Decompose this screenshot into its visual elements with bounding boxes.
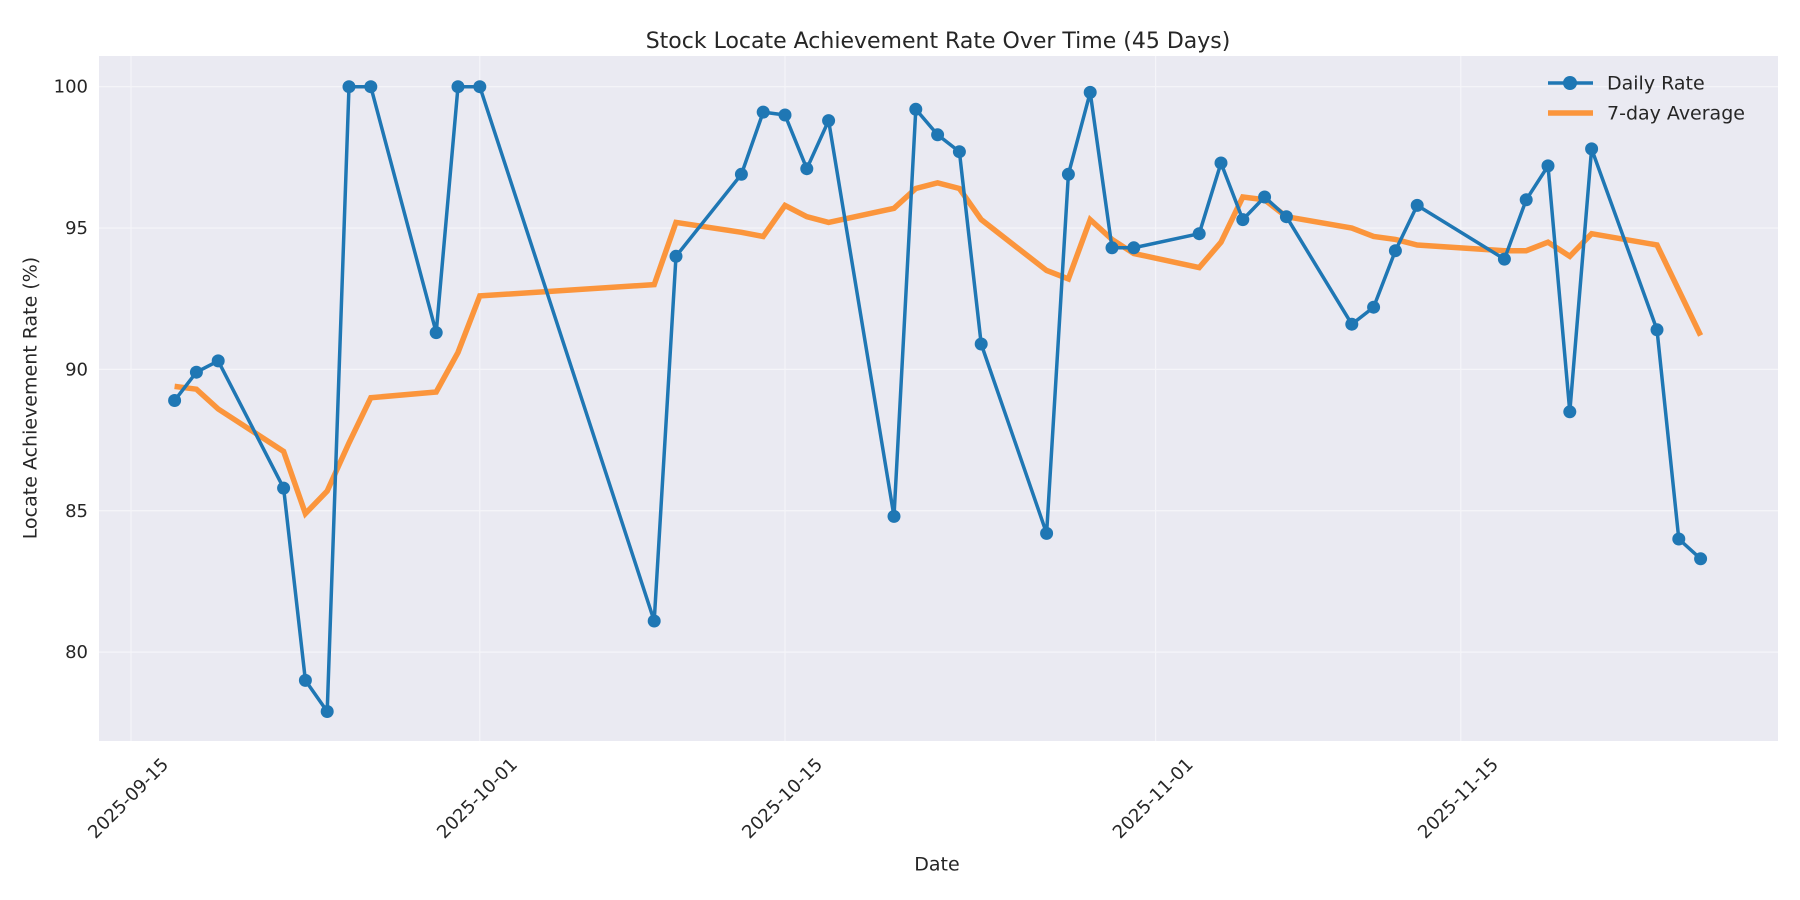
y-axis-ticks: 80 85 90 95 100 <box>54 77 88 663</box>
daily-rate-marker <box>429 326 443 340</box>
daily-rate-marker <box>1279 210 1293 224</box>
x-tick-label: 2025-11-15 <box>1414 754 1503 843</box>
daily-rate-marker <box>669 249 683 263</box>
daily-rate-marker <box>298 673 312 687</box>
series-7-day-average <box>174 179 1704 519</box>
legend-item-7-day-average: 7-day Average <box>1548 103 1745 125</box>
daily-rate-marker <box>1541 159 1555 173</box>
daily-rate-marker <box>974 337 988 351</box>
daily-rate-marker <box>931 128 945 142</box>
x-tick-label: 2025-11-01 <box>1109 754 1198 843</box>
y-tick-label: 90 <box>65 359 88 380</box>
daily-rate-marker <box>734 167 748 181</box>
daily-rate-marker <box>277 481 291 495</box>
daily-rate-marker <box>1192 227 1206 241</box>
daily-rate-marker <box>778 108 792 122</box>
daily-rate-marker <box>1497 252 1511 266</box>
daily-rate-marker <box>1367 300 1381 314</box>
legend-daily-rate-label: Daily Rate <box>1607 73 1705 95</box>
daily-rate-marker <box>1519 193 1533 207</box>
gridlines <box>99 56 1778 741</box>
daily-rate-marker <box>909 102 923 116</box>
y-tick-label: 85 <box>65 501 88 522</box>
daily-rate-marker <box>1105 241 1119 255</box>
series-daily-rate <box>168 80 1708 718</box>
legend-daily-rate-marker-icon <box>1563 76 1577 90</box>
x-tick-label: 2025-10-01 <box>433 754 522 843</box>
x-tick-label: 2025-09-15 <box>84 754 173 843</box>
daily-rate-marker <box>1214 156 1228 170</box>
daily-rate-marker <box>1410 198 1424 212</box>
daily-rate-marker <box>1083 85 1097 99</box>
daily-rate-marker <box>1388 244 1402 258</box>
daily-rate-marker <box>800 162 814 176</box>
daily-rate-marker <box>168 394 182 407</box>
legend: Daily Rate 7-day Average <box>1548 73 1745 125</box>
daily-rate-marker <box>1585 142 1599 156</box>
daily-rate-marker <box>1345 317 1359 331</box>
daily-rate-marker <box>189 365 203 379</box>
daily-rate-marker <box>1040 526 1054 540</box>
daily-rate-marker <box>364 80 378 94</box>
daily-rate-marker <box>1061 167 1075 181</box>
daily-rate-marker <box>822 114 836 128</box>
daily-rate-marker <box>211 354 225 368</box>
legend-7-day-average-label: 7-day Average <box>1607 103 1745 125</box>
daily-rate-marker <box>1258 190 1272 204</box>
daily-rate-marker <box>1563 405 1577 419</box>
daily-rate-marker <box>647 614 661 628</box>
y-tick-label: 100 <box>54 77 88 98</box>
x-axis-ticks: 2025-09-15 2025-10-01 2025-10-15 2025-11-01… <box>84 754 1503 843</box>
daily-rate-marker <box>952 145 966 159</box>
daily-rate-marker <box>320 705 334 718</box>
avg-line <box>174 179 1704 519</box>
daily-rate-marker <box>1694 552 1708 566</box>
daily-rate-marker <box>1650 323 1664 337</box>
daily-rate-marker <box>1672 532 1686 546</box>
x-tick-label: 2025-10-15 <box>738 754 827 843</box>
daily-rate-marker <box>1127 241 1141 255</box>
legend-item-daily-rate: Daily Rate <box>1548 73 1705 95</box>
y-axis-label: Locate Achievement Rate (%) <box>20 257 42 539</box>
chart-title: Stock Locate Achievement Rate Over Time … <box>646 29 1231 54</box>
daily-rate-marker <box>342 80 356 94</box>
daily-rate-marker <box>1236 213 1250 227</box>
x-axis-label: Date <box>914 854 959 876</box>
daily-rate-marker <box>473 80 487 94</box>
daily-rate-marker <box>451 80 465 94</box>
daily-rate-marker <box>756 105 770 119</box>
plot-area <box>99 56 1778 741</box>
daily-rate-marker <box>887 509 901 523</box>
y-tick-label: 80 <box>65 642 88 663</box>
y-tick-label: 95 <box>65 218 88 239</box>
